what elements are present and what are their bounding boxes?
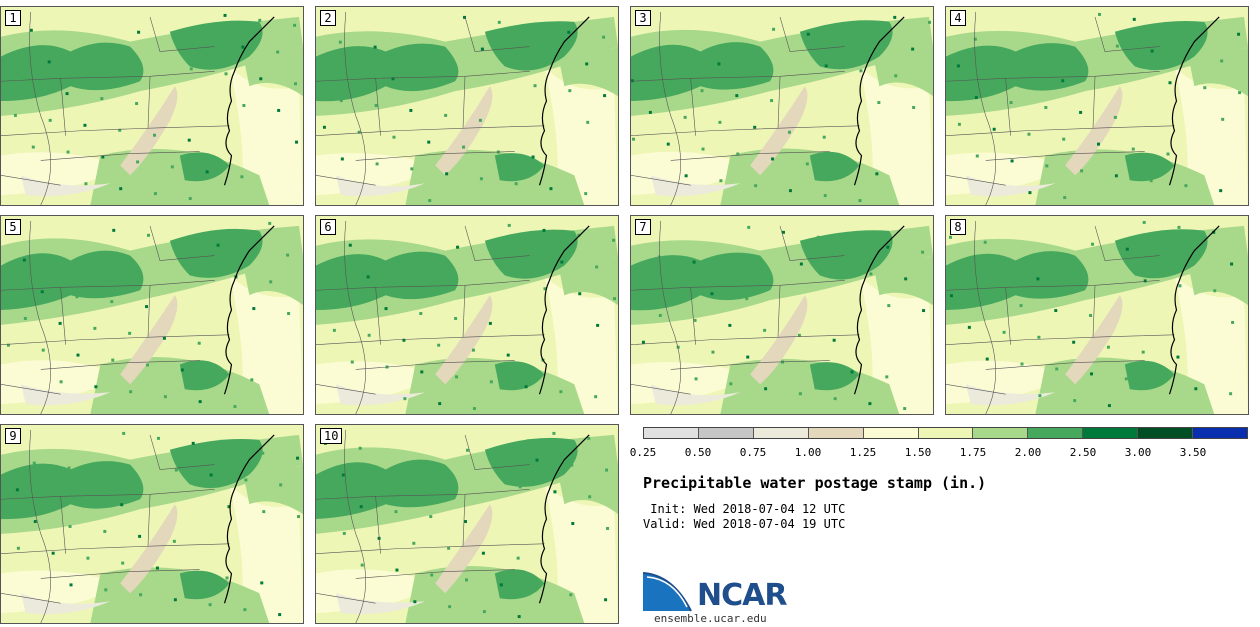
precip-water-map <box>316 216 618 414</box>
colorbar-segment <box>753 428 809 438</box>
colorbar-segment <box>1028 428 1084 438</box>
colorbar-tick-label: 1.00 <box>794 446 822 459</box>
panel-label: 2 <box>320 10 336 26</box>
panel-label: 10 <box>320 428 343 444</box>
colorbar-tick-label: 0.25 <box>629 446 657 459</box>
member-panel-7: 7 <box>630 215 934 415</box>
panel-label: 8 <box>950 219 966 235</box>
site-url: ensemble.ucar.edu <box>654 612 767 625</box>
panel-label: 5 <box>5 219 21 235</box>
colorbar-tick-label: 3.00 <box>1124 446 1152 459</box>
member-panel-3: 3 <box>630 6 934 206</box>
colorbar-segment <box>698 428 754 438</box>
member-panel-9: 9 <box>0 424 304 624</box>
precip-water-map <box>316 7 618 205</box>
precip-water-map <box>631 216 933 414</box>
member-panel-2: 2 <box>315 6 619 206</box>
precip-water-map <box>1 425 303 623</box>
colorbar-tick-label: 1.25 <box>849 446 877 459</box>
precip-water-map <box>316 425 618 623</box>
panel-label: 6 <box>320 219 336 235</box>
panel-label: 9 <box>5 428 21 444</box>
panel-label: 1 <box>5 10 21 26</box>
colorbar-segment <box>1193 428 1247 438</box>
colorbar-segment <box>1138 428 1194 438</box>
precip-water-map <box>631 7 933 205</box>
member-panel-4: 4 <box>945 6 1249 206</box>
colorbar-segment <box>808 428 864 438</box>
colorbar-segment <box>863 428 919 438</box>
colorbar-segment <box>1083 428 1139 438</box>
ncar-logo-text: NCAR <box>697 578 787 613</box>
valid-time: Valid: Wed 2018-07-04 19 UTC <box>643 517 846 531</box>
panel-label: 7 <box>635 219 651 235</box>
chart-title: Precipitable water postage stamp (in.) <box>643 474 987 492</box>
colorbar <box>643 427 1248 439</box>
colorbar-tick-label: 2.00 <box>1014 446 1042 459</box>
init-time: Init: Wed 2018-07-04 12 UTC <box>643 502 846 516</box>
colorbar-tick-label: 0.50 <box>684 446 712 459</box>
member-panel-10: 10 <box>315 424 619 624</box>
member-panel-6: 6 <box>315 215 619 415</box>
colorbar-tick-label: 1.75 <box>959 446 987 459</box>
panel-label: 3 <box>635 10 651 26</box>
panel-label: 4 <box>950 10 966 26</box>
colorbar-tick-label: 3.50 <box>1179 446 1207 459</box>
precip-water-map <box>946 7 1248 205</box>
colorbar-tick-label: 0.75 <box>739 446 767 459</box>
precip-water-map <box>1 7 303 205</box>
member-panel-5: 5 <box>0 215 304 415</box>
member-panel-8: 8 <box>945 215 1249 415</box>
colorbar-segment <box>644 428 699 438</box>
colorbar-tick-label: 2.50 <box>1069 446 1097 459</box>
precip-water-map <box>1 216 303 414</box>
precip-water-map <box>946 216 1248 414</box>
colorbar-tick-label: 1.50 <box>904 446 932 459</box>
colorbar-segment <box>918 428 974 438</box>
member-panel-1: 1 <box>0 6 304 206</box>
ncar-logo-icon <box>643 572 692 612</box>
colorbar-segment <box>973 428 1029 438</box>
